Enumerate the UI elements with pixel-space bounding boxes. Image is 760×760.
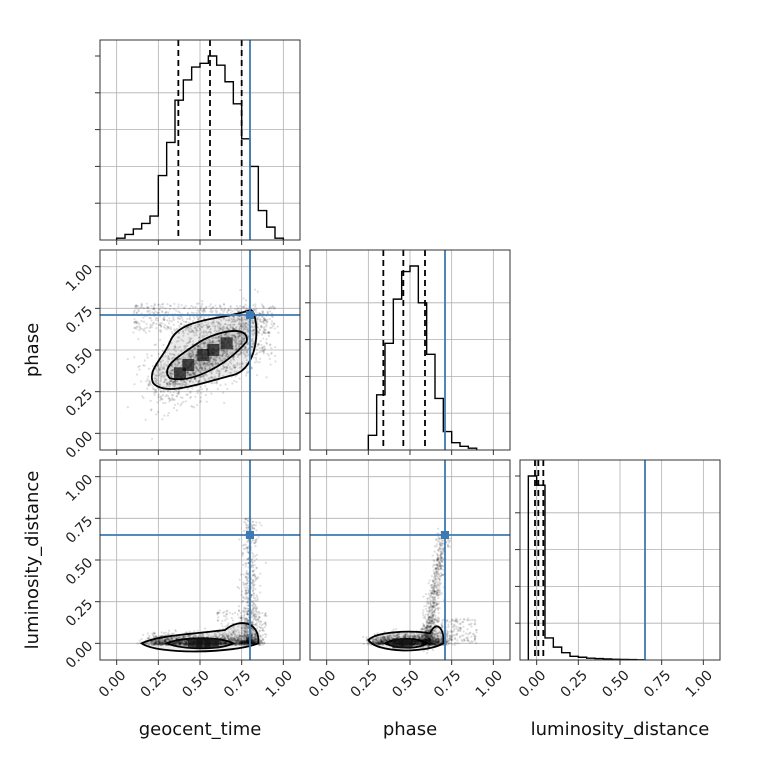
contour-inner xyxy=(166,330,248,381)
x-tick-label: 1.00 xyxy=(683,667,716,700)
y-tick-label: 0.50 xyxy=(63,555,96,588)
x-tick-label: 0.75 xyxy=(641,667,674,700)
x-axis-label-luminosity_distance: luminosity_distance xyxy=(531,719,710,740)
panel-2-1 xyxy=(310,460,510,660)
truth-marker xyxy=(246,531,254,539)
y-tick-label: 1.00 xyxy=(63,472,96,505)
density-bin xyxy=(400,638,413,649)
density-bin xyxy=(196,638,211,649)
panel-1-1 xyxy=(310,250,510,450)
density-bin xyxy=(207,344,220,356)
y-axis-label-phase: phase xyxy=(22,323,43,377)
x-tick-label: 0.00 xyxy=(306,667,339,700)
histogram-phase xyxy=(367,265,478,450)
y-tick-label: 0.75 xyxy=(63,303,96,336)
histogram-luminosity_distance xyxy=(527,475,646,661)
panel-2-2 xyxy=(520,460,720,661)
x-tick-label: 1.00 xyxy=(473,667,506,700)
y-tick-label: 0.25 xyxy=(63,387,96,420)
x-tick-label: 0.00 xyxy=(96,667,129,700)
x-axis-label-geocent_time: geocent_time xyxy=(139,719,262,740)
x-tick-label: 0.75 xyxy=(431,667,464,700)
x-tick-label: 1.00 xyxy=(263,667,296,700)
y-tick-label: 0.00 xyxy=(63,638,96,671)
density-bin xyxy=(204,638,219,649)
panel-1-0 xyxy=(100,250,300,450)
density-bin xyxy=(220,337,233,350)
x-tick-label: 0.25 xyxy=(138,667,171,700)
x-tick-label: 0.00 xyxy=(516,667,549,700)
panel-2-0 xyxy=(100,460,300,660)
x-axis-label-phase: phase xyxy=(383,719,437,740)
x-tick-label: 0.75 xyxy=(221,667,254,700)
x-tick-label: 0.25 xyxy=(558,667,591,700)
y-tick-label: 0.25 xyxy=(63,597,96,630)
y-tick-label: 1.00 xyxy=(63,262,96,295)
panel-0-0 xyxy=(100,40,300,240)
x-tick-label: 0.25 xyxy=(348,667,381,700)
density-bin xyxy=(197,349,210,361)
y-tick-label: 0.50 xyxy=(63,345,96,378)
x-tick-label: 0.50 xyxy=(179,667,212,700)
density-bin xyxy=(188,638,202,649)
x-tick-label: 0.50 xyxy=(389,667,422,700)
density-bin xyxy=(392,638,405,649)
density-bin xyxy=(182,359,195,371)
y-tick-label: 0.75 xyxy=(63,513,96,546)
truth-marker xyxy=(246,311,254,319)
truth-marker xyxy=(441,531,449,539)
x-tick-label: 0.50 xyxy=(599,667,632,700)
y-tick-label: 0.00 xyxy=(63,428,96,461)
y-axis-label-luminosity_distance: luminosity_distance xyxy=(22,471,43,650)
histogram-geocent_time xyxy=(115,55,285,240)
